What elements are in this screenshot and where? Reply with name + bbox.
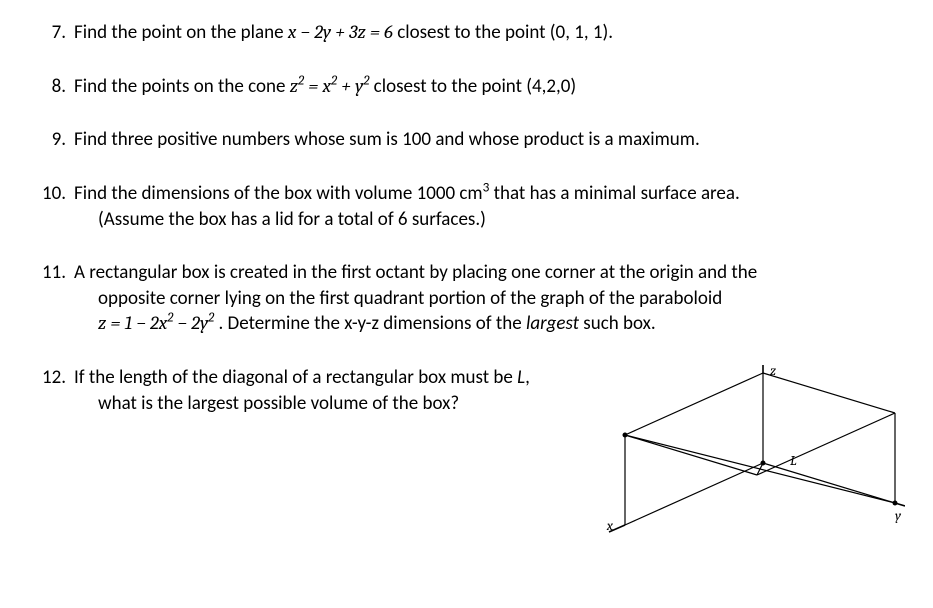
problem-number: 7. bbox=[28, 20, 74, 46]
diagonal-label-L: L bbox=[790, 452, 797, 469]
emphasis: largest bbox=[526, 312, 579, 335]
equation-part: z = 1 − 2x2 − 2y2 bbox=[98, 312, 218, 334]
eq-rhs: + y bbox=[337, 75, 363, 97]
problem-number: 9. bbox=[28, 127, 74, 153]
text-line2: opposite corner lying on the first quadr… bbox=[98, 286, 905, 312]
text: such box. bbox=[579, 312, 656, 335]
problem-body: A rectangular box is created in the firs… bbox=[74, 260, 905, 337]
text: closest to the point (4,2,0) bbox=[374, 75, 577, 98]
axis-label-z: z bbox=[770, 365, 776, 379]
problem-body: Find the points on the cone z2 = x2 + y2… bbox=[74, 74, 905, 100]
vertex-dot bbox=[623, 433, 628, 438]
emphasis: L bbox=[517, 366, 525, 389]
exponent: 2 bbox=[363, 73, 369, 88]
text: Find the point on the plane bbox=[74, 21, 288, 44]
vertex-dot bbox=[893, 501, 898, 506]
box-edges bbox=[609, 365, 905, 532]
axis-label-y: y bbox=[895, 507, 902, 524]
problem-9: 9. Find three positive numbers whose sum… bbox=[28, 127, 905, 153]
problem-body: Find the point on the plane x − 2y + 3z … bbox=[74, 20, 905, 46]
problem-number: 8. bbox=[28, 74, 74, 100]
problem-body: Find the dimensions of the box with volu… bbox=[74, 181, 905, 232]
problem-number: 10. bbox=[28, 181, 74, 232]
text: A rectangular box is created in the firs… bbox=[74, 261, 757, 284]
problem-body: Find three positive numbers whose sum is… bbox=[74, 127, 905, 153]
eq-a: z = 1 − 2x bbox=[98, 312, 167, 334]
var-z: z bbox=[290, 75, 298, 97]
diagonal-line bbox=[625, 435, 895, 503]
text-line3: z = 1 − 2x2 − 2y2 . Determine the x-y-z … bbox=[98, 311, 905, 337]
vertex-dot bbox=[761, 461, 766, 466]
problem-11: 11. A rectangular box is created in the … bbox=[28, 260, 905, 337]
text: closest to the point (0, 1, 1). bbox=[397, 21, 613, 44]
text: , bbox=[525, 366, 530, 389]
eq-mid: = x bbox=[304, 75, 331, 97]
text: Find the points on the cone bbox=[74, 75, 290, 98]
box-svg: z x y L bbox=[595, 365, 905, 535]
equation: x − 2y + 3z = 6 bbox=[288, 21, 393, 43]
text: Find the dimensions of the box with volu… bbox=[74, 182, 483, 205]
problem-10: 10. Find the dimensions of the box with … bbox=[28, 181, 905, 232]
problem-text: If the length of the diagonal of a recta… bbox=[74, 365, 595, 416]
problem-number: 11. bbox=[28, 260, 74, 337]
equation-part: z2 = x2 + y2 bbox=[290, 75, 374, 97]
exponent: 2 bbox=[208, 311, 214, 326]
box-figure: z x y L bbox=[595, 365, 905, 543]
text-line2: what is the largest possible volume of t… bbox=[98, 391, 585, 417]
problem-body: If the length of the diagonal of a recta… bbox=[74, 365, 905, 543]
problem-number: 12. bbox=[28, 365, 74, 543]
text: If the length of the diagonal of a recta… bbox=[74, 366, 517, 389]
text: that has a minimal surface area. bbox=[489, 182, 739, 205]
problem-12: 12. If the length of the diagonal of a r… bbox=[28, 365, 905, 543]
text-line2: (Assume the box has a lid for a total of… bbox=[98, 207, 905, 233]
problem-8: 8. Find the points on the cone z2 = x2 +… bbox=[28, 74, 905, 100]
problem-7: 7. Find the point on the plane x − 2y + … bbox=[28, 20, 905, 46]
text: . Determine the x-y-z dimensions of the bbox=[218, 312, 526, 335]
eq-b: − 2y bbox=[173, 312, 208, 334]
axis-label-x: x bbox=[606, 517, 614, 534]
